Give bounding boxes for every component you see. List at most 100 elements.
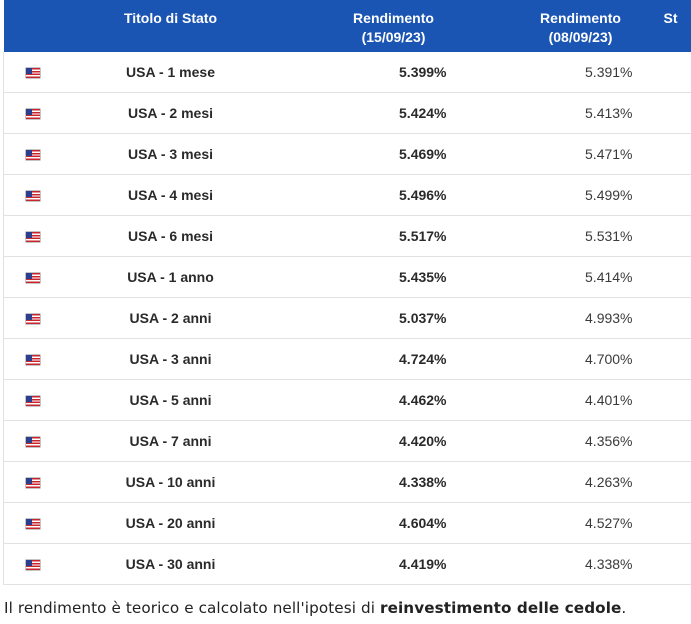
bond-name[interactable]: USA - 30 anni xyxy=(59,543,282,585)
yield-current-value: 5.469% xyxy=(399,146,447,162)
yield-previous-cell: 4.356% xyxy=(451,420,638,462)
header-yield-current[interactable]: Rendimento (15/09/23) xyxy=(281,0,452,52)
us-flag-icon xyxy=(26,150,40,161)
bond-name[interactable]: USA - 1 mese xyxy=(59,52,282,93)
yield-previous-cell: 4.527% xyxy=(451,502,638,544)
header-yield-previous-label: Rendimento xyxy=(540,10,621,26)
yield-previous-value: 5.391% xyxy=(585,64,633,80)
bond-name[interactable]: USA - 10 anni xyxy=(59,461,282,503)
yield-previous-cell: 4.993% xyxy=(451,297,638,339)
yield-previous-value: 5.531% xyxy=(585,228,633,244)
table-row[interactable]: USA - 7 anni 4.420% 4.356% xyxy=(3,420,691,462)
yield-current-cell: 4.338% xyxy=(281,461,452,503)
yield-previous-value: 4.338% xyxy=(585,556,633,572)
table-row[interactable]: USA - 4 mesi 5.496% 5.499% xyxy=(3,174,691,216)
next-column-cell xyxy=(637,297,691,339)
table-header: Titolo di Stato Rendimento (15/09/23) Re… xyxy=(3,0,691,52)
yield-previous-value: 4.527% xyxy=(585,515,633,531)
yield-previous-cell: 4.401% xyxy=(451,379,638,421)
yield-previous-cell: 4.263% xyxy=(451,461,638,503)
note-text-after: . xyxy=(621,599,627,617)
yield-previous-value: 5.414% xyxy=(585,269,633,285)
yield-previous-cell: 5.531% xyxy=(451,215,638,257)
header-next-column[interactable]: St xyxy=(637,0,691,52)
us-flag-icon xyxy=(26,191,40,202)
next-column-cell xyxy=(637,543,691,585)
yield-current-cell: 4.604% xyxy=(281,502,452,544)
yield-current-value: 5.435% xyxy=(399,269,447,285)
yield-previous-value: 5.471% xyxy=(585,146,633,162)
yield-current-cell: 5.424% xyxy=(281,92,452,134)
flag-cell xyxy=(3,215,60,257)
yield-current-value: 5.399% xyxy=(399,64,447,80)
header-yield-current-date: (15/09/23) xyxy=(361,29,426,45)
table-row[interactable]: USA - 1 mese 5.399% 5.391% xyxy=(3,52,691,93)
flag-cell xyxy=(3,461,60,503)
bond-name[interactable]: USA - 20 anni xyxy=(59,502,282,544)
header-yield-previous-date: (08/09/23) xyxy=(548,29,613,45)
table-row[interactable]: USA - 20 anni 4.604% 4.527% xyxy=(3,502,691,544)
yield-current-value: 5.496% xyxy=(399,187,447,203)
yields-table: Titolo di Stato Rendimento (15/09/23) Re… xyxy=(3,0,691,585)
yield-current-value: 4.338% xyxy=(399,474,447,490)
table-row[interactable]: USA - 10 anni 4.338% 4.263% xyxy=(3,461,691,503)
bond-name[interactable]: USA - 3 mesi xyxy=(59,133,282,175)
bond-name[interactable]: USA - 1 anno xyxy=(59,256,282,298)
bond-name[interactable]: USA - 4 mesi xyxy=(59,174,282,216)
bond-name[interactable]: USA - 7 anni xyxy=(59,420,282,462)
us-flag-icon xyxy=(26,437,40,448)
yield-previous-value: 4.700% xyxy=(585,351,633,367)
table-row[interactable]: USA - 3 anni 4.724% 4.700% xyxy=(3,338,691,380)
yield-note: Il rendimento è teorico e calcolato nell… xyxy=(4,599,626,617)
yield-current-value: 4.724% xyxy=(399,351,447,367)
next-column-cell xyxy=(637,338,691,380)
flag-cell xyxy=(3,133,60,175)
table-row[interactable]: USA - 2 anni 5.037% 4.993% xyxy=(3,297,691,339)
table-row[interactable]: USA - 1 anno 5.435% 5.414% xyxy=(3,256,691,298)
yield-previous-value: 4.993% xyxy=(585,310,633,326)
next-column-cell xyxy=(637,502,691,544)
table-row[interactable]: USA - 3 mesi 5.469% 5.471% xyxy=(3,133,691,175)
yield-previous-value: 4.263% xyxy=(585,474,633,490)
yield-current-cell: 4.420% xyxy=(281,420,452,462)
flag-cell xyxy=(3,52,60,93)
yield-previous-value: 5.413% xyxy=(585,105,633,121)
bond-name[interactable]: USA - 3 anni xyxy=(59,338,282,380)
us-flag-icon xyxy=(26,519,40,530)
next-column-cell xyxy=(637,461,691,503)
flag-cell xyxy=(3,92,60,134)
us-flag-icon xyxy=(26,314,40,325)
table-row[interactable]: USA - 2 mesi 5.424% 5.413% xyxy=(3,92,691,134)
bond-name[interactable]: USA - 2 mesi xyxy=(59,92,282,134)
next-column-cell xyxy=(637,379,691,421)
bond-name[interactable]: USA - 6 mesi xyxy=(59,215,282,257)
yield-current-value: 4.419% xyxy=(399,556,447,572)
header-title[interactable]: Titolo di Stato xyxy=(59,0,282,52)
table-row[interactable]: USA - 6 mesi 5.517% 5.531% xyxy=(3,215,691,257)
yield-previous-value: 4.401% xyxy=(585,392,633,408)
table-row[interactable]: USA - 5 anni 4.462% 4.401% xyxy=(3,379,691,421)
bond-name[interactable]: USA - 2 anni xyxy=(59,297,282,339)
yield-previous-cell: 5.471% xyxy=(451,133,638,175)
yield-current-value: 4.420% xyxy=(399,433,447,449)
yield-previous-cell: 5.391% xyxy=(451,52,638,93)
bond-name[interactable]: USA - 5 anni xyxy=(59,379,282,421)
table-row[interactable]: USA - 30 anni 4.419% 4.338% xyxy=(3,543,691,585)
next-column-cell xyxy=(637,420,691,462)
header-yield-previous[interactable]: Rendimento (08/09/23) xyxy=(451,0,638,52)
yield-current-cell: 4.419% xyxy=(281,543,452,585)
us-flag-icon xyxy=(26,478,40,489)
next-column-cell xyxy=(637,174,691,216)
next-column-cell xyxy=(637,256,691,298)
flag-cell xyxy=(3,174,60,216)
yield-current-cell: 5.037% xyxy=(281,297,452,339)
flag-cell xyxy=(3,338,60,380)
flag-cell xyxy=(3,543,60,585)
yield-previous-cell: 4.700% xyxy=(451,338,638,380)
header-next-column-label: St xyxy=(663,10,678,26)
flag-cell xyxy=(3,297,60,339)
yield-previous-cell: 5.499% xyxy=(451,174,638,216)
flag-cell xyxy=(3,379,60,421)
us-flag-icon xyxy=(26,232,40,243)
